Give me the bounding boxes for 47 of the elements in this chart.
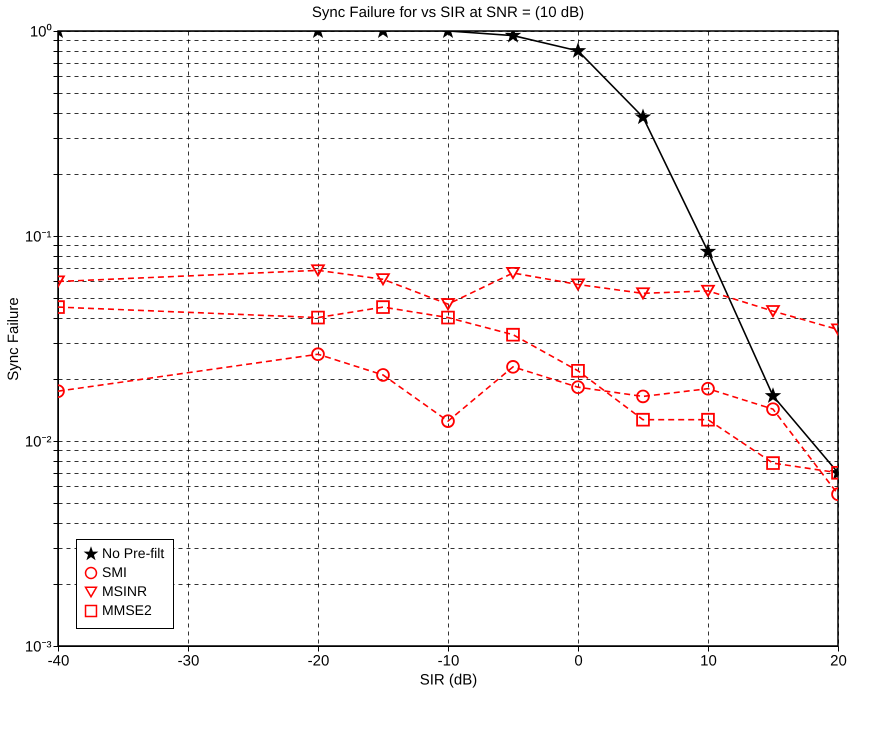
x-tick-label: 20 (830, 652, 847, 670)
point (636, 287, 650, 300)
point (701, 284, 715, 297)
point (506, 360, 520, 374)
point (636, 390, 650, 404)
x-tick-label: -20 (308, 652, 330, 670)
point (636, 412, 650, 427)
point (766, 389, 780, 402)
x-tick-label: -30 (178, 652, 200, 670)
x-tick-label: -10 (438, 652, 460, 670)
point (376, 368, 390, 382)
point (376, 273, 390, 286)
x-tick-label: -40 (48, 652, 70, 670)
point (701, 382, 715, 396)
point (766, 456, 780, 470)
x-tick-label: 0 (574, 652, 583, 670)
point (571, 380, 585, 394)
point (701, 412, 715, 427)
legend-label: No Pre-filt (102, 545, 164, 561)
point (311, 347, 325, 362)
x-axis-title: SIR (dB) (420, 672, 478, 688)
legend-label: MMSE2 (102, 602, 152, 618)
point (441, 298, 455, 310)
point (766, 305, 780, 318)
y-tick-label: 10⁰ (30, 24, 52, 40)
y-tick-label: 10⁻¹ (24, 228, 52, 246)
legend-label: SMI (102, 564, 127, 580)
y-axis-title: Sync Failure (4, 297, 22, 381)
point (311, 264, 325, 276)
chart-title: Sync Failure for vs SIR at SNR = (10 dB) (312, 4, 584, 21)
y-tick-label: 10⁻³ (24, 638, 52, 656)
point (571, 44, 585, 57)
point (571, 278, 585, 291)
point (701, 244, 715, 258)
x-tick-label: 10 (700, 652, 717, 670)
point (506, 266, 520, 280)
point (506, 328, 520, 342)
point (441, 310, 455, 324)
point (571, 364, 585, 378)
point (506, 31, 520, 42)
point (636, 110, 650, 123)
point (766, 402, 780, 416)
y-tick-label: 10⁻² (24, 434, 52, 450)
point (376, 300, 390, 314)
legend-label: MSINR (102, 583, 148, 599)
point (311, 310, 325, 324)
point (441, 414, 455, 428)
